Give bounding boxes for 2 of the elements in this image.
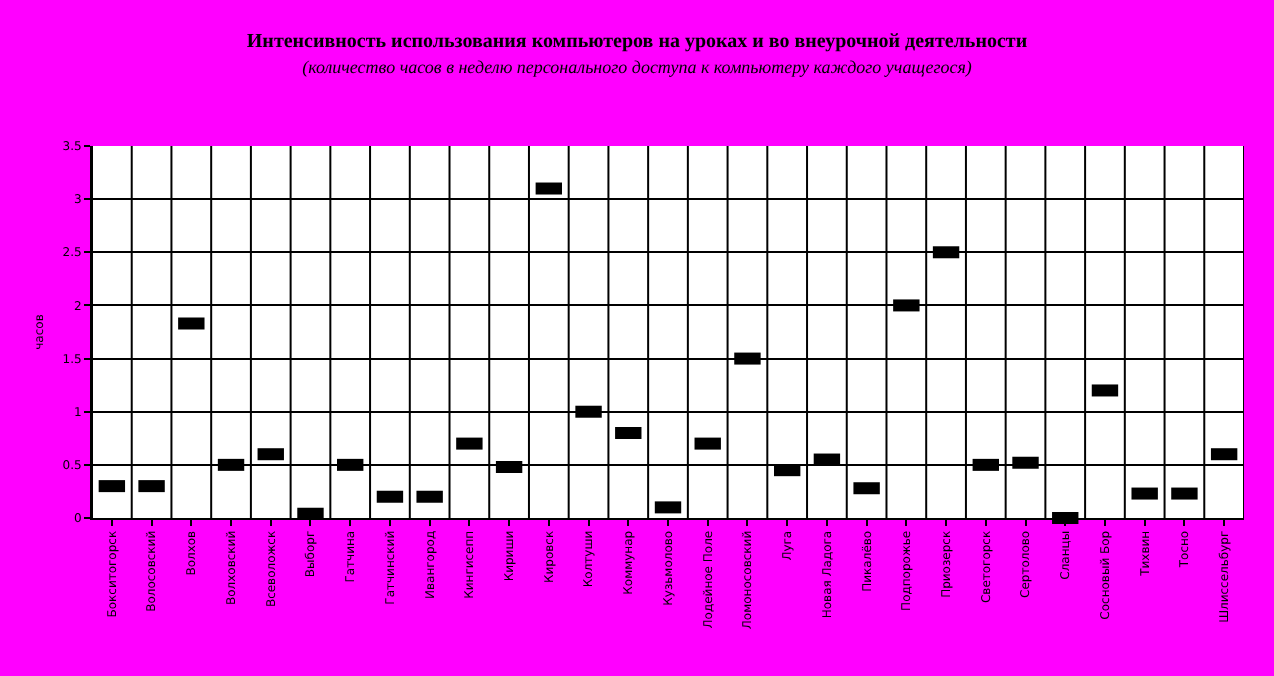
chart-subtitle: (количество часов в неделю персонального доступа к компьютеру каждого учащегося) xyxy=(302,57,972,78)
chart-title: Интенсивность использования компьютеров на уроках и во внеурочной деятельности xyxy=(246,31,1028,54)
